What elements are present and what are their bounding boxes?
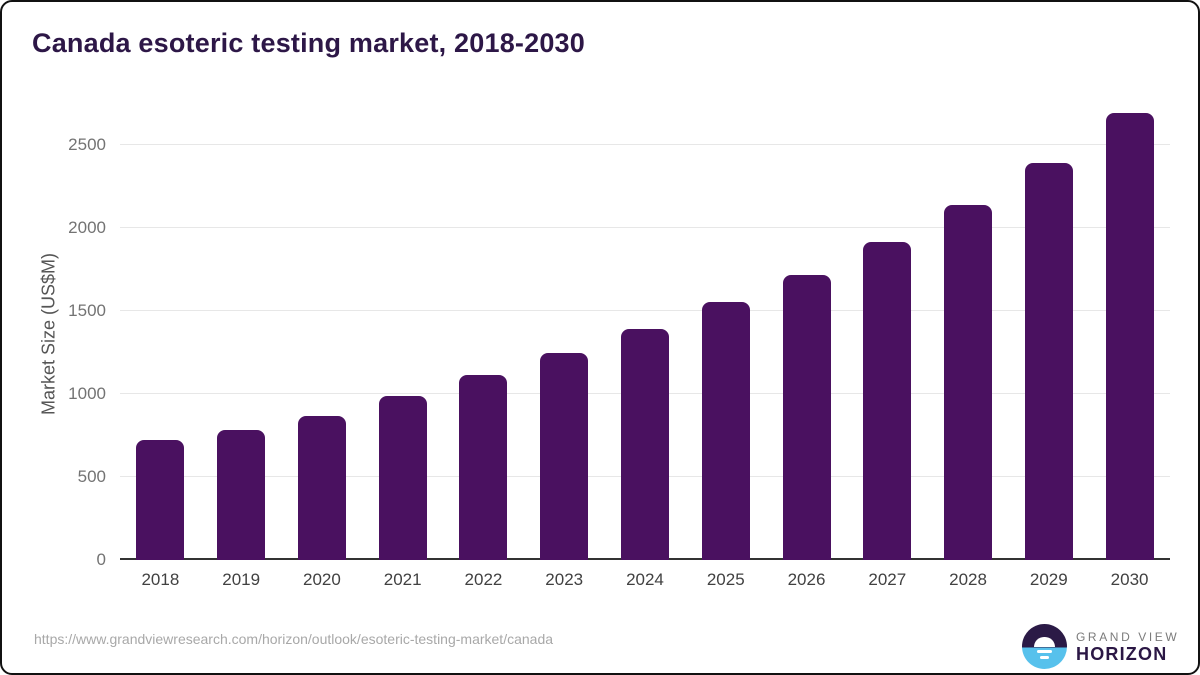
bar-2029: [1024, 163, 1073, 560]
bar-slot-2021: [362, 100, 443, 560]
plot-area: 2018 2019 2020 2021 2022 2023 2024 2025 2026 2027…: [68, 100, 1170, 589]
x-tick-label-2030: 2030: [1110, 570, 1149, 589]
x-tick-label-2028: 2028: [949, 570, 987, 589]
bar-2027: [863, 242, 912, 560]
gridline-2500: [120, 143, 1170, 145]
y-tick-label-500: 500: [77, 466, 106, 486]
bar-2021: [378, 396, 427, 560]
sun-reflection-line: [1037, 650, 1052, 653]
bar-2028: [944, 205, 993, 560]
bar-2019: [217, 430, 266, 560]
bar-2026: [782, 275, 831, 560]
x-tick-label-2018: 2018: [141, 570, 180, 589]
logo-product-name: HORIZON: [1076, 643, 1168, 664]
gridline-2000: [120, 226, 1170, 228]
bar-slot-2019: [201, 100, 282, 560]
logo-text: GRAND VIEW HORIZON: [1076, 630, 1179, 664]
bar-2030: [1105, 113, 1154, 560]
bar-slot-2023: [524, 100, 605, 560]
x-tick-label-2026: 2026: [787, 570, 826, 589]
bar-slot-2025: [685, 100, 766, 560]
bar-2024: [620, 329, 669, 560]
sun-reflection-line: [1040, 656, 1049, 659]
x-tick-label-2029: 2029: [1029, 570, 1068, 589]
y-tick-label-1000: 1000: [68, 383, 106, 403]
y-tick-label-0: 0: [96, 550, 106, 569]
chart-title: Canada esoteric testing market, 2018-203…: [32, 28, 585, 58]
gridline-1500: [120, 309, 1170, 311]
bar-slot-2029: [1008, 100, 1089, 560]
x-axis-tick-labels: 2018 2019 2020 2021 2022 2023 2024 2025 2026 2027…: [120, 570, 1170, 590]
bar-series: [120, 100, 1170, 560]
x-tick-label-2024: 2024: [626, 570, 664, 589]
y-tick-label-2000: 2000: [68, 217, 106, 237]
y-tick-label-1500: 1500: [68, 300, 106, 320]
horizon-sun-logo-icon: [1022, 624, 1067, 669]
bar-2018: [136, 440, 185, 560]
bar-slot-2022: [443, 100, 524, 560]
bar-2020: [297, 416, 346, 560]
x-tick-label-2027: 2027: [868, 570, 907, 589]
brand-logo: GRAND VIEW HORIZON: [1022, 624, 1179, 669]
x-tick-label-2025: 2025: [706, 570, 745, 589]
bar-slot-2018: [120, 100, 201, 560]
bar-slot-2028: [928, 100, 1009, 560]
bar-slot-2020: [282, 100, 363, 560]
bar-slot-2030: [1089, 100, 1170, 560]
x-tick-label-2020: 2020: [303, 570, 341, 589]
bar-2025: [701, 302, 750, 560]
sun-glyph: [1034, 637, 1055, 647]
source-url: https://www.grandviewresearch.com/horizo…: [34, 631, 554, 647]
logo-brand-name: GRAND VIEW: [1076, 629, 1180, 644]
x-tick-label-2019: 2019: [222, 570, 261, 589]
y-tick-label-2500: 2500: [68, 134, 106, 154]
bar-2022: [459, 375, 508, 560]
x-tick-label-2023: 2023: [545, 570, 584, 589]
bar-slot-2024: [605, 100, 686, 560]
bar-slot-2027: [847, 100, 928, 560]
x-tick-label-2022: 2022: [464, 570, 503, 589]
x-tick-label-2021: 2021: [383, 570, 422, 589]
bar-slot-2026: [766, 100, 847, 560]
bar-2023: [540, 353, 589, 560]
